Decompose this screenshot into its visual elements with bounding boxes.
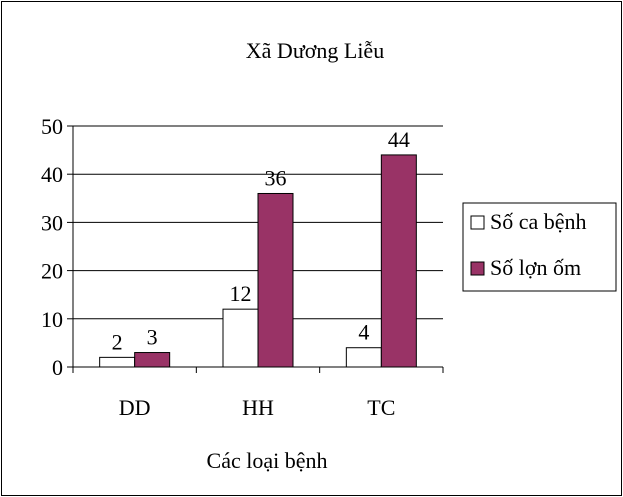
x-axis-label: Các loại bệnh [207, 448, 328, 473]
bar [99, 356, 136, 368]
y-tick-label: 10 [41, 307, 63, 332]
y-tick-labels: 0 10 20 30 40 50 [41, 114, 63, 380]
bar [380, 154, 417, 368]
axes [67, 125, 444, 373]
bar [222, 308, 259, 368]
y-tick-label: 20 [41, 259, 63, 284]
legend-box [462, 202, 617, 292]
legend-swatch [470, 215, 485, 230]
bar [257, 192, 294, 368]
chart-title: Xã Dương Liễu [246, 38, 384, 63]
bar [345, 347, 382, 368]
x-tick-labels: DD HH TC [119, 395, 396, 420]
legend-swatch [470, 261, 485, 276]
legend-label: Số lợn ốm [490, 255, 581, 280]
data-label: 3 [147, 325, 158, 350]
bar [134, 352, 171, 368]
bars [99, 154, 417, 368]
y-tick-label: 40 [41, 162, 63, 187]
x-tick-label: DD [119, 395, 151, 420]
data-label: 2 [112, 329, 123, 354]
legend-label: Số ca bệnh [490, 209, 587, 234]
y-tick-label: 50 [41, 114, 63, 139]
y-tick-label: 0 [52, 355, 63, 380]
legend: Số ca bệnh Số lợn ốm [462, 202, 617, 292]
x-tick-label: HH [242, 395, 274, 420]
x-tick-label: TC [367, 395, 395, 420]
data-label: 44 [388, 127, 410, 152]
data-label: 12 [230, 281, 252, 306]
data-label: 4 [358, 320, 369, 345]
data-label: 36 [265, 165, 287, 190]
y-tick-label: 30 [41, 210, 63, 235]
